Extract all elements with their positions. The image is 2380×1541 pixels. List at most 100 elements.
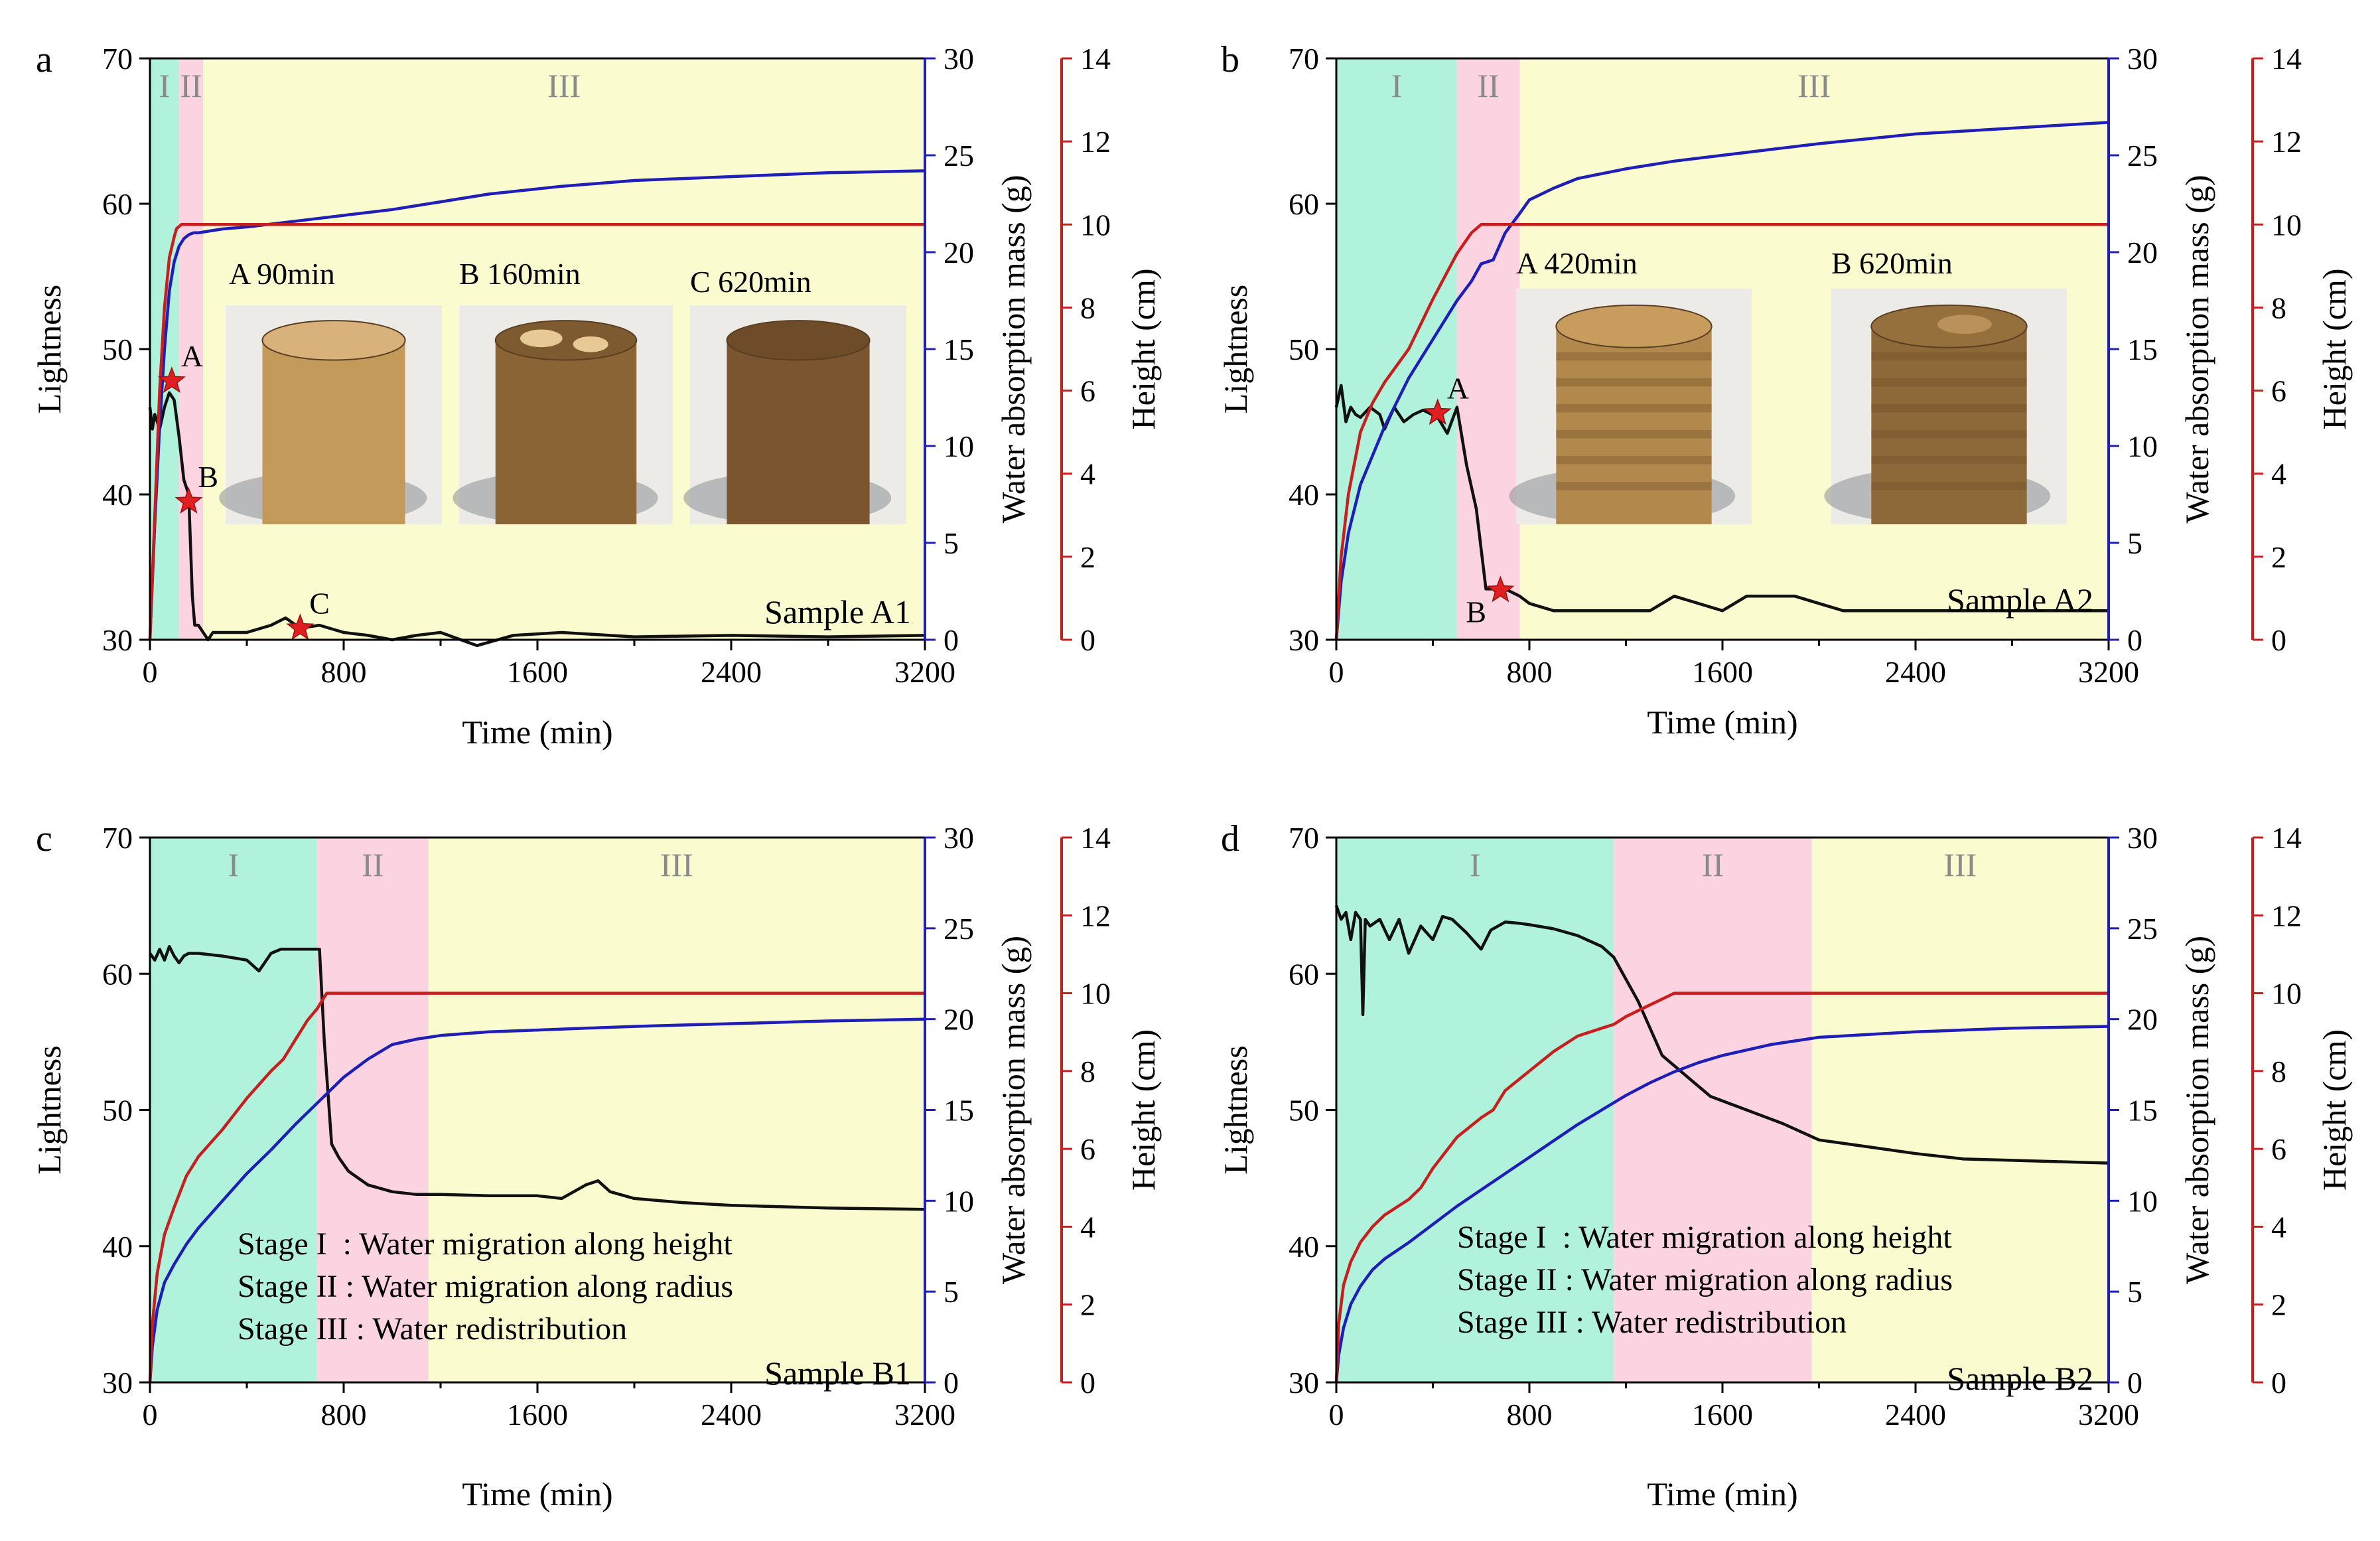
y-height-axis-title-c: Height (cm)	[1125, 1029, 1162, 1191]
x-tick-label-c-800: 800	[321, 1398, 367, 1431]
panel-letter-d: d	[1221, 818, 1239, 859]
y-height-tick-label-a-4: 4	[1080, 457, 1095, 491]
sample-label-d: Sample B2	[1947, 1360, 2093, 1397]
stage-band-c-II	[316, 838, 429, 1382]
legend-line-c-2: Stage II : Water migration along radius	[238, 1269, 733, 1304]
stage-label-a-III: III	[547, 67, 581, 104]
stage-label-c-III: III	[660, 846, 693, 883]
y-height-tick-label-d-2: 2	[2271, 1288, 2286, 1322]
legend-line-d-1: Stage I : Water migration along height	[1457, 1220, 1952, 1255]
point-label-b-B: B	[1466, 595, 1486, 629]
y-left-axis-title-d: Lightness	[1217, 1045, 1254, 1174]
y-mass-tick-label-d-0: 0	[2127, 1366, 2142, 1400]
y-left-tick-label-b-50: 50	[1289, 332, 1319, 366]
x-tick-label-d-2400: 2400	[1885, 1398, 1946, 1431]
y-height-tick-label-b-8: 8	[2271, 291, 2286, 325]
y-mass-tick-label-a-20: 20	[944, 236, 974, 269]
y-height-axis-title-a: Height (cm)	[1125, 269, 1162, 430]
y-left-tick-label-b-60: 60	[1289, 187, 1319, 221]
y-mass-axis-title-d: Water absorption mass (g)	[2178, 936, 2215, 1284]
y-mass-tick-label-a-10: 10	[944, 429, 974, 463]
y-mass-tick-label-d-5: 5	[2127, 1275, 2142, 1309]
stage-label-d-II: II	[1702, 846, 1724, 883]
inset-band-b-0-1	[1556, 352, 1712, 361]
y-left-tick-label-c-60: 60	[102, 957, 133, 991]
point-label-a-A: A	[181, 339, 203, 373]
y-left-tick-label-c-40: 40	[102, 1230, 133, 1264]
y-left-tick-label-b-30: 30	[1289, 623, 1319, 657]
stage-label-d-I: I	[1470, 846, 1481, 883]
series-line-a-water-absorption-mass	[148, 169, 926, 640]
y-height-tick-label-b-4: 4	[2271, 457, 2286, 491]
stage-label-a-I: I	[159, 67, 171, 104]
inset-dry-spot-b-1	[1937, 315, 1992, 334]
inset-band-b-1-2	[1871, 378, 2027, 387]
y-mass-tick-label-d-30: 30	[2127, 821, 2158, 855]
stage-band-b-I	[1336, 58, 1457, 640]
y-mass-tick-label-b-0: 0	[2127, 623, 2142, 657]
y-height-tick-label-c-8: 8	[1080, 1055, 1095, 1088]
stage-label-a-II: II	[180, 67, 202, 104]
y-height-tick-label-c-0: 0	[1080, 1366, 1095, 1400]
inset-cylinder-body-a-0	[262, 340, 405, 524]
inset-band-b-1-3	[1871, 404, 2027, 413]
y-left-tick-label-d-70: 70	[1289, 821, 1319, 855]
star-marker-a-A	[157, 366, 186, 394]
point-label-a-B: B	[198, 460, 218, 494]
y-height-tick-label-d-8: 8	[2271, 1055, 2286, 1088]
sample-label-b: Sample A2	[1947, 581, 2093, 619]
y-mass-tick-label-d-10: 10	[2127, 1184, 2158, 1218]
stage-band-d-II	[1614, 838, 1812, 1382]
y-mass-tick-label-c-10: 10	[944, 1184, 974, 1218]
inset-dry-spot2-a-1	[573, 336, 608, 352]
y-mass-tick-label-c-20: 20	[944, 1003, 974, 1037]
y-mass-tick-label-b-25: 25	[2127, 139, 2158, 173]
x-tick-label-d-1600: 1600	[1692, 1398, 1753, 1431]
sample-label-a: Sample A1	[764, 593, 911, 630]
y-mass-tick-label-c-25: 25	[944, 912, 974, 946]
legend-line-c-3: Stage III : Water redistribution	[238, 1311, 627, 1347]
star-marker-b-A	[1423, 398, 1452, 425]
x-axis-title-a: Time (min)	[462, 713, 612, 751]
y-height-tick-label-b-0: 0	[2271, 623, 2286, 657]
x-tick-label-a-1600: 1600	[507, 655, 568, 689]
y-mass-axis-title-a: Water absorption mass (g)	[995, 175, 1032, 524]
y-height-axis-title-b: Height (cm)	[2316, 269, 2353, 430]
y-mass-tick-label-a-15: 15	[944, 332, 974, 366]
stage-label-b-I: I	[1391, 67, 1403, 104]
legend-line-d-3: Stage III : Water redistribution	[1457, 1305, 1847, 1340]
y-height-tick-label-a-0: 0	[1080, 623, 1095, 657]
y-height-tick-label-b-10: 10	[2271, 208, 2302, 242]
stage-label-c-I: I	[228, 846, 240, 883]
y-mass-axis-title-c: Water absorption mass (g)	[995, 936, 1032, 1284]
stage-band-b-II	[1456, 58, 1520, 640]
x-tick-label-c-3200: 3200	[894, 1398, 955, 1431]
inset-cylinder-body-a-1	[495, 340, 637, 524]
y-mass-tick-label-c-0: 0	[944, 1366, 959, 1400]
inset-caption-a-1: B 160min	[459, 257, 581, 291]
stage-label-b-II: II	[1478, 67, 1500, 104]
stage-label-b-III: III	[1797, 67, 1831, 104]
y-height-tick-label-d-6: 6	[2271, 1132, 2286, 1166]
series-line-c-height	[148, 991, 925, 1383]
y-height-tick-label-c-6: 6	[1080, 1132, 1095, 1166]
inset-cylinder-top-a-1	[494, 320, 638, 361]
y-mass-tick-label-b-5: 5	[2127, 526, 2142, 560]
stage-band-c-I	[150, 838, 317, 1382]
series-line-c-water-absorption-mass	[148, 1017, 926, 1383]
inset-band-b-1-4	[1871, 430, 2027, 439]
panel-letter-a: a	[36, 39, 52, 80]
x-tick-label-a-800: 800	[321, 655, 367, 689]
x-tick-label-c-1600: 1600	[507, 1398, 568, 1431]
x-tick-label-c-0: 0	[143, 1398, 158, 1431]
x-axis-title-d: Time (min)	[1647, 1475, 1797, 1512]
inset-band-b-0-6	[1556, 482, 1712, 490]
series-line-a-height	[148, 223, 925, 640]
y-height-tick-label-b-14: 14	[2271, 42, 2302, 76]
y-height-tick-label-a-14: 14	[1080, 42, 1111, 76]
y-mass-tick-label-a-30: 30	[944, 42, 974, 76]
y-left-tick-label-d-30: 30	[1289, 1366, 1319, 1400]
y-left-tick-label-a-60: 60	[102, 187, 133, 221]
